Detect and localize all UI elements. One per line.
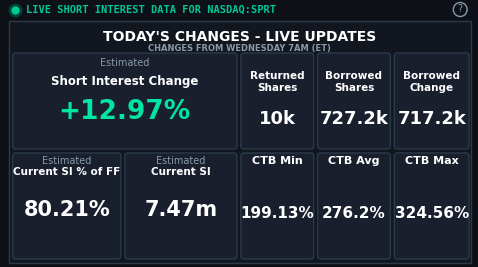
Text: 276.2%: 276.2% [322, 206, 386, 222]
Text: LIVE SHORT INTEREST DATA FOR NASDAQ:SPRT: LIVE SHORT INTEREST DATA FOR NASDAQ:SPRT [26, 5, 276, 14]
Text: ?: ? [457, 5, 463, 14]
Text: 7.47m: 7.47m [144, 200, 217, 220]
Text: Estimated: Estimated [156, 156, 206, 166]
Bar [5, 0, 475, 19]
FancyBboxPatch shape [241, 153, 314, 259]
Text: Returned
Shares: Returned Shares [250, 71, 304, 93]
Text: Estimated: Estimated [100, 58, 150, 68]
Text: TODAY'S CHANGES - LIVE UPDATES: TODAY'S CHANGES - LIVE UPDATES [103, 30, 377, 44]
Text: Short Interest Change: Short Interest Change [51, 74, 198, 88]
Text: 727.2k: 727.2k [320, 110, 389, 128]
FancyBboxPatch shape [394, 53, 469, 149]
Text: Current SI: Current SI [151, 167, 211, 177]
Text: CTB Min: CTB Min [252, 156, 303, 166]
FancyBboxPatch shape [317, 153, 391, 259]
Text: 324.56%: 324.56% [394, 206, 469, 222]
FancyBboxPatch shape [394, 153, 469, 259]
Text: Estimated: Estimated [42, 156, 91, 166]
Text: Borrowed
Shares: Borrowed Shares [326, 71, 382, 93]
Text: CTB Max: CTB Max [405, 156, 458, 166]
FancyBboxPatch shape [317, 53, 391, 149]
Text: 80.21%: 80.21% [23, 200, 110, 220]
Text: CTB Avg: CTB Avg [328, 156, 380, 166]
Text: Borrowed
Change: Borrowed Change [403, 71, 460, 93]
Text: Current SI % of FF: Current SI % of FF [13, 167, 120, 177]
Text: +12.97%: +12.97% [59, 99, 191, 125]
Text: 717.2k: 717.2k [397, 110, 466, 128]
Text: 10k: 10k [259, 110, 296, 128]
FancyBboxPatch shape [13, 153, 121, 259]
FancyBboxPatch shape [241, 53, 314, 149]
FancyBboxPatch shape [13, 53, 237, 149]
Text: CHANGES FROM WEDNESDAY 7AM (ET): CHANGES FROM WEDNESDAY 7AM (ET) [149, 44, 331, 53]
Text: 199.13%: 199.13% [240, 206, 314, 222]
FancyBboxPatch shape [125, 153, 237, 259]
